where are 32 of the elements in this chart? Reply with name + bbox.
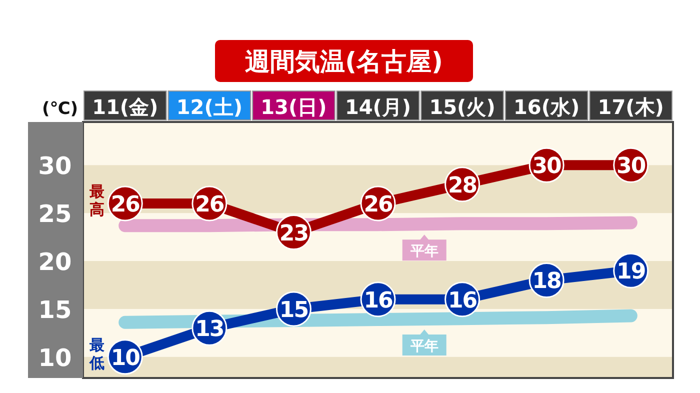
x-tick-label: 16(水) bbox=[514, 95, 580, 119]
y-axis-title: (℃) bbox=[42, 99, 78, 119]
data-label: 28 bbox=[448, 173, 477, 198]
y-tick-label: 25 bbox=[38, 200, 72, 228]
annotation: 平年 bbox=[409, 338, 438, 355]
x-tick-label: 13(日) bbox=[260, 95, 327, 119]
data-label: 13 bbox=[195, 317, 224, 342]
data-label: 16 bbox=[364, 288, 393, 314]
y-tick-label: 10 bbox=[38, 344, 72, 372]
data-label: 15 bbox=[279, 298, 308, 323]
y-tick-label: 30 bbox=[38, 152, 72, 180]
x-tick-label: 15(火) bbox=[429, 95, 496, 119]
x-tick-label: 11(金) bbox=[92, 95, 158, 119]
annotation: 平年 bbox=[409, 244, 438, 260]
x-tick-label: 12(土) bbox=[176, 95, 242, 119]
data-label: 19 bbox=[616, 260, 646, 285]
data-label: 26 bbox=[364, 192, 393, 218]
y-tick-label: 20 bbox=[38, 248, 72, 276]
data-label: 26 bbox=[110, 192, 140, 218]
data-label: 16 bbox=[448, 288, 478, 314]
series-label: 最低 bbox=[88, 336, 104, 372]
data-label: 23 bbox=[279, 221, 308, 246]
y-tick-label: 15 bbox=[38, 296, 72, 324]
data-label: 30 bbox=[532, 154, 562, 180]
data-label: 26 bbox=[195, 192, 224, 218]
x-tick-label: 14(月) bbox=[344, 95, 412, 119]
data-label: 18 bbox=[532, 269, 561, 294]
data-label: 10 bbox=[110, 346, 140, 371]
series-label: 最高 bbox=[88, 182, 104, 218]
chart-title: 週間気温(名古屋) bbox=[245, 47, 443, 76]
x-tick-label: 17(木) bbox=[598, 95, 664, 119]
data-label: 30 bbox=[616, 154, 646, 180]
